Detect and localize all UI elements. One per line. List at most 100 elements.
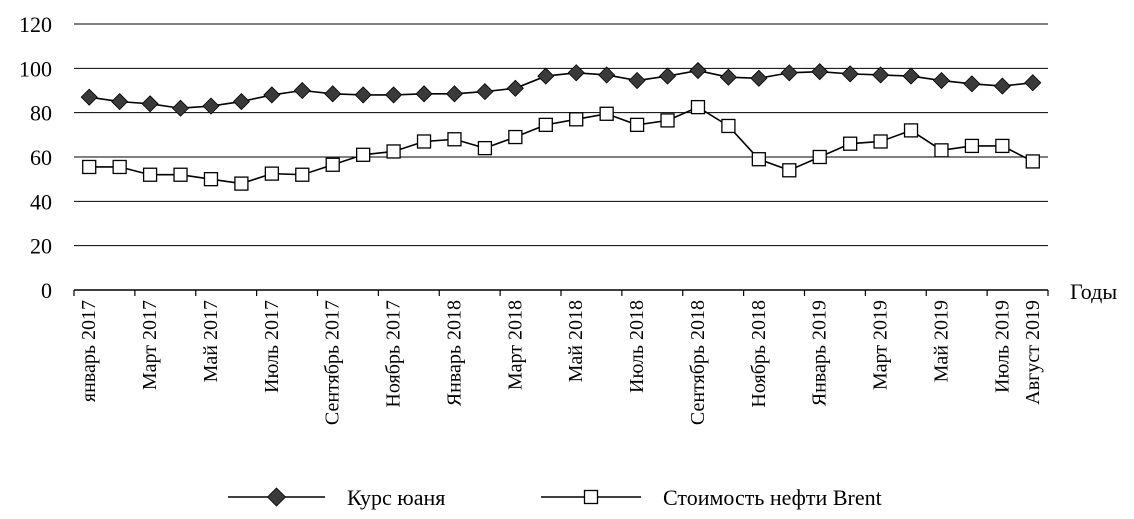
- y-tick-label: 20: [30, 234, 52, 259]
- x-tick-label: январь 2017: [78, 300, 100, 402]
- legend-marker: [583, 489, 599, 505]
- data-point: [1024, 74, 1042, 92]
- y-axis-ticks: 0 20 40 60 80 100 120: [19, 12, 52, 303]
- data-point: [82, 159, 97, 175]
- x-tick-label: Август 2019: [1022, 300, 1044, 405]
- data-point: [263, 86, 281, 104]
- data-point: [386, 144, 401, 159]
- data-point: [964, 138, 980, 154]
- x-axis: январь 2017 Март 2017 Май 2017 Июль 2017 Сен…: [73, 289, 1049, 425]
- data-point: [719, 68, 737, 86]
- x-tick-label: Январь 2019: [809, 300, 831, 406]
- x-tick-label: Ноябрь 2018: [748, 300, 770, 408]
- data-point: [295, 167, 310, 182]
- x-tick-label: Март 2018: [504, 300, 526, 390]
- legend-label: Стоимость нефти Brent: [663, 485, 882, 510]
- data-point: [111, 93, 129, 111]
- data-point: [841, 65, 859, 83]
- series-1: [80, 61, 1042, 117]
- data-point: [598, 66, 616, 84]
- data-point: [447, 132, 462, 147]
- legend-item-2: Стоимость нефти Brent: [541, 485, 882, 510]
- data-point: [750, 69, 768, 87]
- y-tick-label: 60: [30, 145, 52, 170]
- x-tick-label: Сентябрь 2017: [322, 300, 344, 425]
- data-point: [751, 152, 766, 167]
- x-tick-label: Сентябрь 2018: [687, 300, 709, 425]
- data-point: [538, 117, 553, 133]
- data-point: [385, 86, 403, 104]
- data-point: [324, 85, 342, 103]
- data-point: [80, 88, 98, 106]
- legend-label: Курс юаня: [347, 485, 445, 510]
- data-point: [1025, 154, 1040, 169]
- x-tick-label: Июль 2017: [261, 300, 283, 393]
- data-point: [142, 167, 158, 182]
- data-point: [932, 71, 951, 90]
- data-point: [508, 129, 523, 145]
- data-point: [811, 63, 829, 81]
- legend-marker: [266, 487, 287, 507]
- data-point: [506, 79, 524, 97]
- data-point: [629, 117, 645, 133]
- data-point: [202, 97, 220, 115]
- x-tick-label: Май 2019: [930, 300, 952, 382]
- data-point: [721, 118, 736, 134]
- data-point: [354, 86, 372, 104]
- data-point: [843, 136, 858, 151]
- x-tick-label: Май 2017: [200, 300, 222, 382]
- data-point: [234, 176, 249, 191]
- x-tick-label: Июль 2019: [991, 300, 1013, 393]
- data-point: [993, 77, 1011, 95]
- data-point: [660, 113, 675, 128]
- data-point: [995, 138, 1010, 154]
- data-point: [537, 67, 555, 85]
- legend: Курс юаня Стоимость нефти Brent: [228, 485, 882, 510]
- x-tick-label: Ноябрь 2017: [383, 300, 405, 408]
- gridlines: [74, 23, 1048, 247]
- data-point: [416, 134, 432, 149]
- data-point: [264, 166, 279, 181]
- data-point: [112, 159, 127, 175]
- data-point: [782, 163, 797, 178]
- series-line: [89, 106, 1034, 185]
- data-point: [812, 149, 827, 165]
- series-2: [82, 99, 1040, 191]
- data-point: [203, 172, 219, 187]
- x-tick-label: Май 2018: [565, 300, 587, 382]
- data-point: [325, 157, 340, 172]
- x-axis-title: Годы: [1070, 279, 1117, 304]
- x-tick-label: Март 2019: [870, 300, 892, 390]
- data-point: [690, 99, 706, 115]
- series-line: [89, 69, 1033, 110]
- data-point: [293, 81, 311, 100]
- data-point: [689, 61, 707, 80]
- data-point: [445, 85, 464, 103]
- data-point: [141, 95, 159, 113]
- data-point: [873, 134, 888, 149]
- x-tick-label: Июль 2018: [626, 300, 648, 393]
- data-point: [569, 112, 584, 127]
- data-point: [902, 67, 920, 85]
- series-layer: [80, 61, 1042, 191]
- data-point: [232, 93, 250, 111]
- data-point: [872, 66, 890, 84]
- y-tick-label: 0: [41, 278, 52, 303]
- y-tick-label: 120: [19, 12, 52, 37]
- data-point: [173, 167, 188, 182]
- data-point: [171, 99, 190, 117]
- data-point: [903, 123, 919, 138]
- y-tick-label: 80: [30, 101, 52, 126]
- data-point: [476, 83, 494, 101]
- data-point: [599, 106, 614, 121]
- y-tick-label: 40: [30, 189, 52, 214]
- data-point: [628, 71, 646, 90]
- x-tick-label: Март 2017: [139, 300, 161, 390]
- x-tick-label: Январь 2018: [443, 300, 465, 406]
- data-point: [567, 64, 585, 82]
- data-point: [934, 143, 949, 158]
- data-point: [780, 64, 798, 82]
- data-point: [477, 140, 493, 156]
- data-point: [415, 85, 433, 103]
